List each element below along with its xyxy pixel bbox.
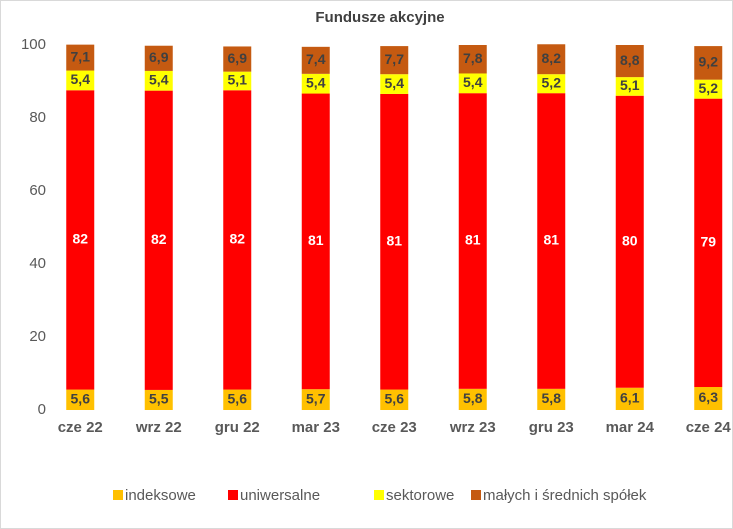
bar-segment [66,70,95,91]
bar-segment [223,389,252,410]
data-label: 5,4 [149,71,169,87]
x-tick-label: cze 24 [686,419,732,436]
bar-segment [458,73,487,94]
y-tick-label: 20 [29,328,46,345]
data-label: 82 [229,231,245,247]
bar-segment [223,71,252,91]
data-label: 6,3 [699,389,719,405]
y-tick-label: 0 [38,401,46,418]
bar-segment [301,389,330,410]
data-label: 5,7 [306,390,326,406]
x-tick-label: wrz 23 [449,419,496,436]
data-label: 80 [622,232,638,248]
bar-segment [144,90,173,390]
data-label: 6,9 [228,50,248,66]
data-label: 5,1 [620,77,640,93]
bar-segment [380,389,409,410]
bar-segment [301,73,330,94]
legend-label: indeksowe [125,487,196,504]
legend-swatch [471,490,481,500]
bar-segment [537,44,566,75]
data-label: 7,8 [463,50,483,66]
data-label: 6,1 [620,390,640,406]
bar-segment [537,93,566,389]
data-label: 5,4 [385,75,405,91]
x-tick-label: cze 23 [372,419,417,436]
data-label: 5,2 [699,80,719,96]
data-label: 7,4 [306,51,326,67]
data-label: 5,6 [228,390,248,406]
data-label: 6,9 [149,49,169,65]
bar-segment [458,93,487,389]
x-tick-label: mar 23 [292,419,340,436]
bar-segment [144,70,173,91]
bar-segment [615,95,644,388]
legend-label: uniwersalne [240,487,320,504]
bar-segment [615,387,644,410]
data-label: 7,7 [385,51,405,67]
data-label: 81 [465,232,481,248]
data-label: 5,5 [149,391,169,407]
data-label: 7,1 [71,48,91,64]
bar-segment [66,44,95,71]
data-label: 5,1 [228,72,248,88]
y-tick-label: 60 [29,182,46,199]
data-label: 8,2 [542,50,562,66]
data-label: 5,8 [463,390,483,406]
data-label: 8,8 [620,52,640,68]
data-label: 81 [386,232,402,248]
legend-label: sektorowe [386,487,454,504]
data-label: 5,6 [385,390,405,406]
bar-segment [380,46,409,75]
data-label: 9,2 [699,54,719,70]
chart-title: Fundusze akcyjne [315,9,444,26]
data-label: 82 [151,231,167,247]
bar-segment [66,389,95,410]
bar-segment [301,46,330,74]
x-tick-label: wrz 22 [135,419,182,436]
bar-segment [301,93,330,390]
bar-segment [458,45,487,74]
data-label: 79 [700,234,716,250]
legend-swatch [113,490,123,500]
data-label: 5,4 [71,71,91,87]
bar-segment [144,45,173,71]
x-tick-label: mar 24 [606,419,655,436]
data-label: 81 [308,232,324,248]
data-label: 5,6 [71,390,91,406]
bar-segment [458,388,487,410]
bar-segment [380,74,409,94]
legend-label: małych i średnich spółek [483,487,647,504]
bar-segment [144,389,173,410]
bar-segment [694,46,723,80]
bar-segment [223,90,252,390]
bar-segment [537,74,566,94]
bar-segment [694,98,723,388]
legend-swatch [228,490,238,500]
data-label: 5,2 [542,74,562,90]
bar-segment [615,45,644,78]
bar-segment [694,79,723,99]
bar-segment [537,388,566,410]
legend-swatch [374,490,384,500]
data-label: 82 [72,231,88,247]
data-label: 5,4 [463,74,483,90]
data-label: 81 [543,232,559,248]
bar-segment [223,46,252,72]
x-tick-label: gru 23 [529,419,574,436]
x-tick-label: cze 22 [58,419,103,436]
y-tick-label: 100 [21,36,46,53]
y-tick-label: 80 [29,109,46,126]
data-label: 5,8 [542,390,562,406]
data-label: 5,4 [306,74,326,90]
x-tick-label: gru 22 [215,419,260,436]
bar-segment [66,90,95,390]
bar-segment [380,93,409,390]
bar-segment [615,77,644,96]
y-tick-label: 40 [29,255,46,272]
bar-segment [694,387,723,410]
